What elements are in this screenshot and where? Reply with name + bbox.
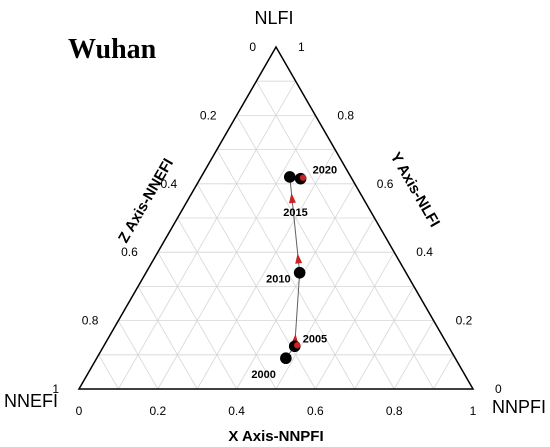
y-tick-label: 0.8 bbox=[337, 108, 354, 122]
grid-lines bbox=[98, 80, 454, 390]
chart-title: Wuhan bbox=[68, 34, 157, 65]
corner-label-right: NNPFI bbox=[492, 397, 546, 417]
x-tick-label: 0.6 bbox=[307, 404, 324, 418]
z-tick-label: 0 bbox=[249, 40, 256, 54]
grid-line bbox=[177, 217, 277, 390]
grid-line bbox=[255, 81, 434, 390]
x-tick-label: 0.8 bbox=[386, 404, 403, 418]
x-tick-label: 1 bbox=[470, 404, 477, 418]
grid-line bbox=[196, 149, 336, 390]
grid-line bbox=[118, 81, 297, 390]
direction-arrow bbox=[288, 193, 296, 204]
z-tick-label: 1 bbox=[52, 382, 59, 396]
grid-line bbox=[393, 320, 434, 390]
grid-line bbox=[98, 354, 119, 390]
data-point-2000 bbox=[280, 352, 292, 365]
grid-line bbox=[157, 252, 237, 390]
y-tick-label: 0.2 bbox=[456, 314, 473, 328]
series-layer: 2000 2005 2010 2015 2020 bbox=[251, 165, 337, 382]
x-tick-label: 0.2 bbox=[149, 404, 166, 418]
z-tick-label: 0.4 bbox=[161, 177, 178, 191]
z-axis-title: Z Axis-NNEFI bbox=[115, 156, 177, 246]
y-tick-label: 0.6 bbox=[377, 177, 394, 191]
year-label-2000: 2000 bbox=[251, 369, 275, 381]
grid-line bbox=[315, 252, 395, 390]
y-axis-title: Y Axis-NLFI bbox=[387, 149, 443, 230]
highlight-mark-2020 bbox=[299, 174, 307, 181]
corner-label-top: NLFI bbox=[254, 8, 293, 28]
x-tick-label: 0.4 bbox=[228, 404, 245, 418]
grid-line bbox=[275, 217, 375, 390]
grid-line bbox=[433, 354, 454, 390]
tick-labels: 0 0.2 0.4 0.6 0.8 1 0 0.2 0.4 0.6 0.8 1 1 0.8 0.6 0.4 0.… bbox=[52, 40, 502, 418]
year-label-2015: 2015 bbox=[283, 207, 307, 219]
x-tick-label: 0 bbox=[76, 404, 83, 418]
y-tick-label: 1 bbox=[298, 40, 305, 54]
corner-label-left: NNEFI bbox=[4, 391, 58, 411]
highlight-mark-2005 bbox=[294, 342, 301, 349]
y-tick-label: 0 bbox=[495, 382, 502, 396]
x-axis-title: X Axis-NNPFI bbox=[228, 428, 323, 445]
data-point-2010 bbox=[293, 266, 306, 279]
data-point-2015 bbox=[283, 171, 296, 183]
year-label-2005: 2005 bbox=[303, 333, 327, 345]
grid-line bbox=[216, 149, 356, 390]
z-tick-label: 0.8 bbox=[82, 314, 99, 328]
z-tick-label: 0.2 bbox=[200, 108, 217, 122]
year-label-2020: 2020 bbox=[313, 165, 337, 177]
z-tick-label: 0.6 bbox=[121, 245, 138, 259]
y-tick-label: 0.4 bbox=[416, 245, 433, 259]
direction-arrow bbox=[295, 253, 303, 264]
grid-line bbox=[354, 286, 415, 390]
triangle-frame bbox=[77, 45, 475, 390]
grid-line bbox=[137, 286, 198, 390]
year-label-2010: 2010 bbox=[266, 274, 290, 286]
grid-line bbox=[118, 320, 159, 390]
